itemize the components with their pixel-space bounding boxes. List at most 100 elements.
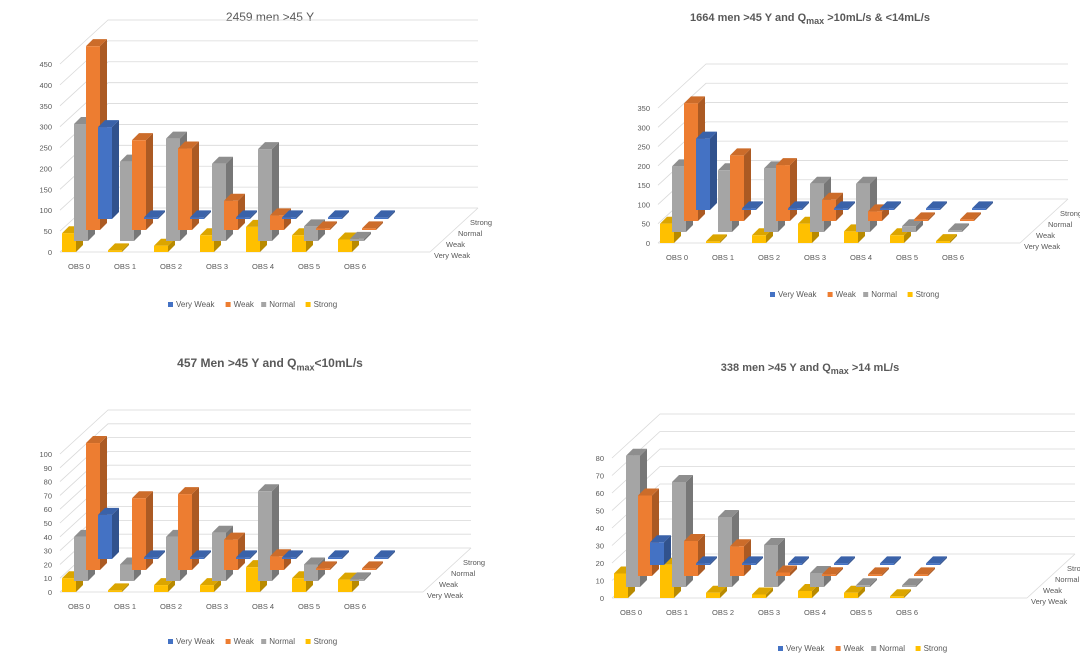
chart-title: 1664 men >45 Y and Qmax >10mL/s & <14mL/…	[690, 12, 930, 27]
bar-very-weak-obs-3	[788, 556, 809, 565]
y-tick-label: 60	[596, 489, 604, 498]
bar-front	[638, 495, 652, 576]
bar-top	[730, 539, 751, 547]
bar-front	[626, 455, 640, 587]
bar-normal-obs-6	[902, 578, 923, 587]
bar-side	[388, 210, 395, 219]
bar-top	[856, 176, 877, 184]
bar-top	[626, 448, 647, 456]
legend-swatch	[261, 302, 267, 307]
x-tick-label: OBS 2	[160, 602, 182, 611]
bar-top	[86, 39, 107, 47]
bar-top	[212, 156, 233, 164]
bar-normal-obs-6	[350, 572, 371, 581]
bar-top	[834, 201, 855, 209]
legend-swatch	[305, 302, 311, 307]
y-tick-label: 100	[39, 450, 52, 459]
bar-strong-obs-6	[890, 589, 911, 598]
legend-label: Normal	[269, 300, 295, 309]
bar-top	[236, 550, 257, 558]
bar-normal-obs-6	[948, 223, 969, 232]
y-tick-label: 350	[39, 102, 52, 111]
legend-swatch	[827, 292, 833, 297]
bar-front	[914, 574, 928, 576]
legend-label: Very Weak	[778, 290, 818, 299]
bar-side	[204, 210, 211, 219]
bar-top	[926, 201, 947, 209]
bar-front	[316, 568, 330, 570]
bar-top	[270, 208, 291, 216]
x-tick-label: OBS 4	[252, 602, 274, 611]
bar-top	[914, 567, 935, 575]
bar-very-weak-obs-6	[926, 556, 947, 565]
y-tick-label: 300	[637, 123, 650, 132]
bar-top	[788, 201, 809, 209]
bar-top	[902, 578, 923, 586]
bar-front	[212, 163, 226, 241]
bar-side	[802, 201, 809, 210]
bar-top	[822, 567, 843, 575]
bar-side	[720, 585, 727, 598]
bar-front	[776, 165, 790, 221]
bars	[660, 96, 993, 243]
y-tick-label: 0	[600, 594, 604, 603]
legend-swatch	[770, 292, 775, 297]
legend-swatch	[915, 646, 921, 651]
bar-top	[132, 491, 153, 499]
legend-swatch	[225, 302, 231, 307]
bar-side	[756, 201, 763, 210]
bar-side	[146, 491, 153, 570]
bar-strong-obs-1	[108, 583, 129, 592]
bar-normal-obs-4	[856, 176, 877, 232]
bar-top	[638, 488, 659, 496]
bar-side	[940, 556, 947, 565]
gridline	[611, 431, 1075, 476]
bar-top	[190, 550, 211, 558]
bar-top	[374, 210, 395, 218]
bar-very-weak-obs-1	[742, 201, 763, 210]
bar-top	[374, 550, 395, 558]
bar-top	[834, 556, 855, 564]
bar-top	[880, 556, 901, 564]
gridline	[59, 103, 478, 148]
bar-side	[364, 572, 371, 581]
bar-very-weak-obs-0	[98, 507, 119, 559]
gridline	[59, 61, 478, 107]
bar-side	[342, 210, 349, 219]
bar-side	[330, 221, 337, 230]
legend-label: Normal	[871, 290, 897, 299]
bar-top	[650, 535, 671, 543]
x-tick-label: OBS 6	[942, 253, 964, 262]
bar-front	[144, 557, 158, 559]
y-tick-label: 0	[48, 588, 52, 597]
gridline	[59, 492, 471, 538]
bar-very-weak-obs-3	[834, 201, 855, 210]
bar-front	[798, 591, 812, 598]
bar-top	[328, 210, 349, 218]
bar-normal-obs-3	[764, 538, 785, 587]
bar-side	[158, 550, 165, 559]
bar-weak-obs-4	[822, 567, 843, 576]
bar-front	[798, 223, 812, 243]
bar-top	[926, 556, 947, 564]
bar-weak-obs-1	[684, 534, 705, 576]
bar-side	[238, 532, 245, 570]
depth-label: Strong	[1060, 209, 1080, 218]
bar-front	[166, 536, 180, 581]
bar-very-weak-obs-2	[190, 550, 211, 559]
bar-top	[236, 210, 257, 218]
y-tick-label: 20	[596, 559, 604, 568]
bar-front	[742, 208, 756, 210]
bar-top	[776, 565, 797, 573]
x-tick-label: OBS 1	[712, 253, 734, 262]
depth-label: Very Weak	[1024, 242, 1060, 251]
bar-top	[282, 550, 303, 558]
chart-panel-2: 1664 men >45 Y and Qmax >10mL/s & <14mL/…	[540, 0, 1080, 336]
gridline	[59, 464, 471, 510]
bar-top	[144, 210, 165, 218]
bar-front	[246, 567, 260, 592]
x-tick-label: OBS 2	[758, 253, 780, 262]
bar-front	[880, 208, 894, 210]
chart-3: 0 10 20 30 40 50 60 70 80 90 100 OBS 0 OBS 1 OBS 2 OBS…	[39, 409, 485, 646]
bar-very-weak-obs-4	[282, 550, 303, 559]
